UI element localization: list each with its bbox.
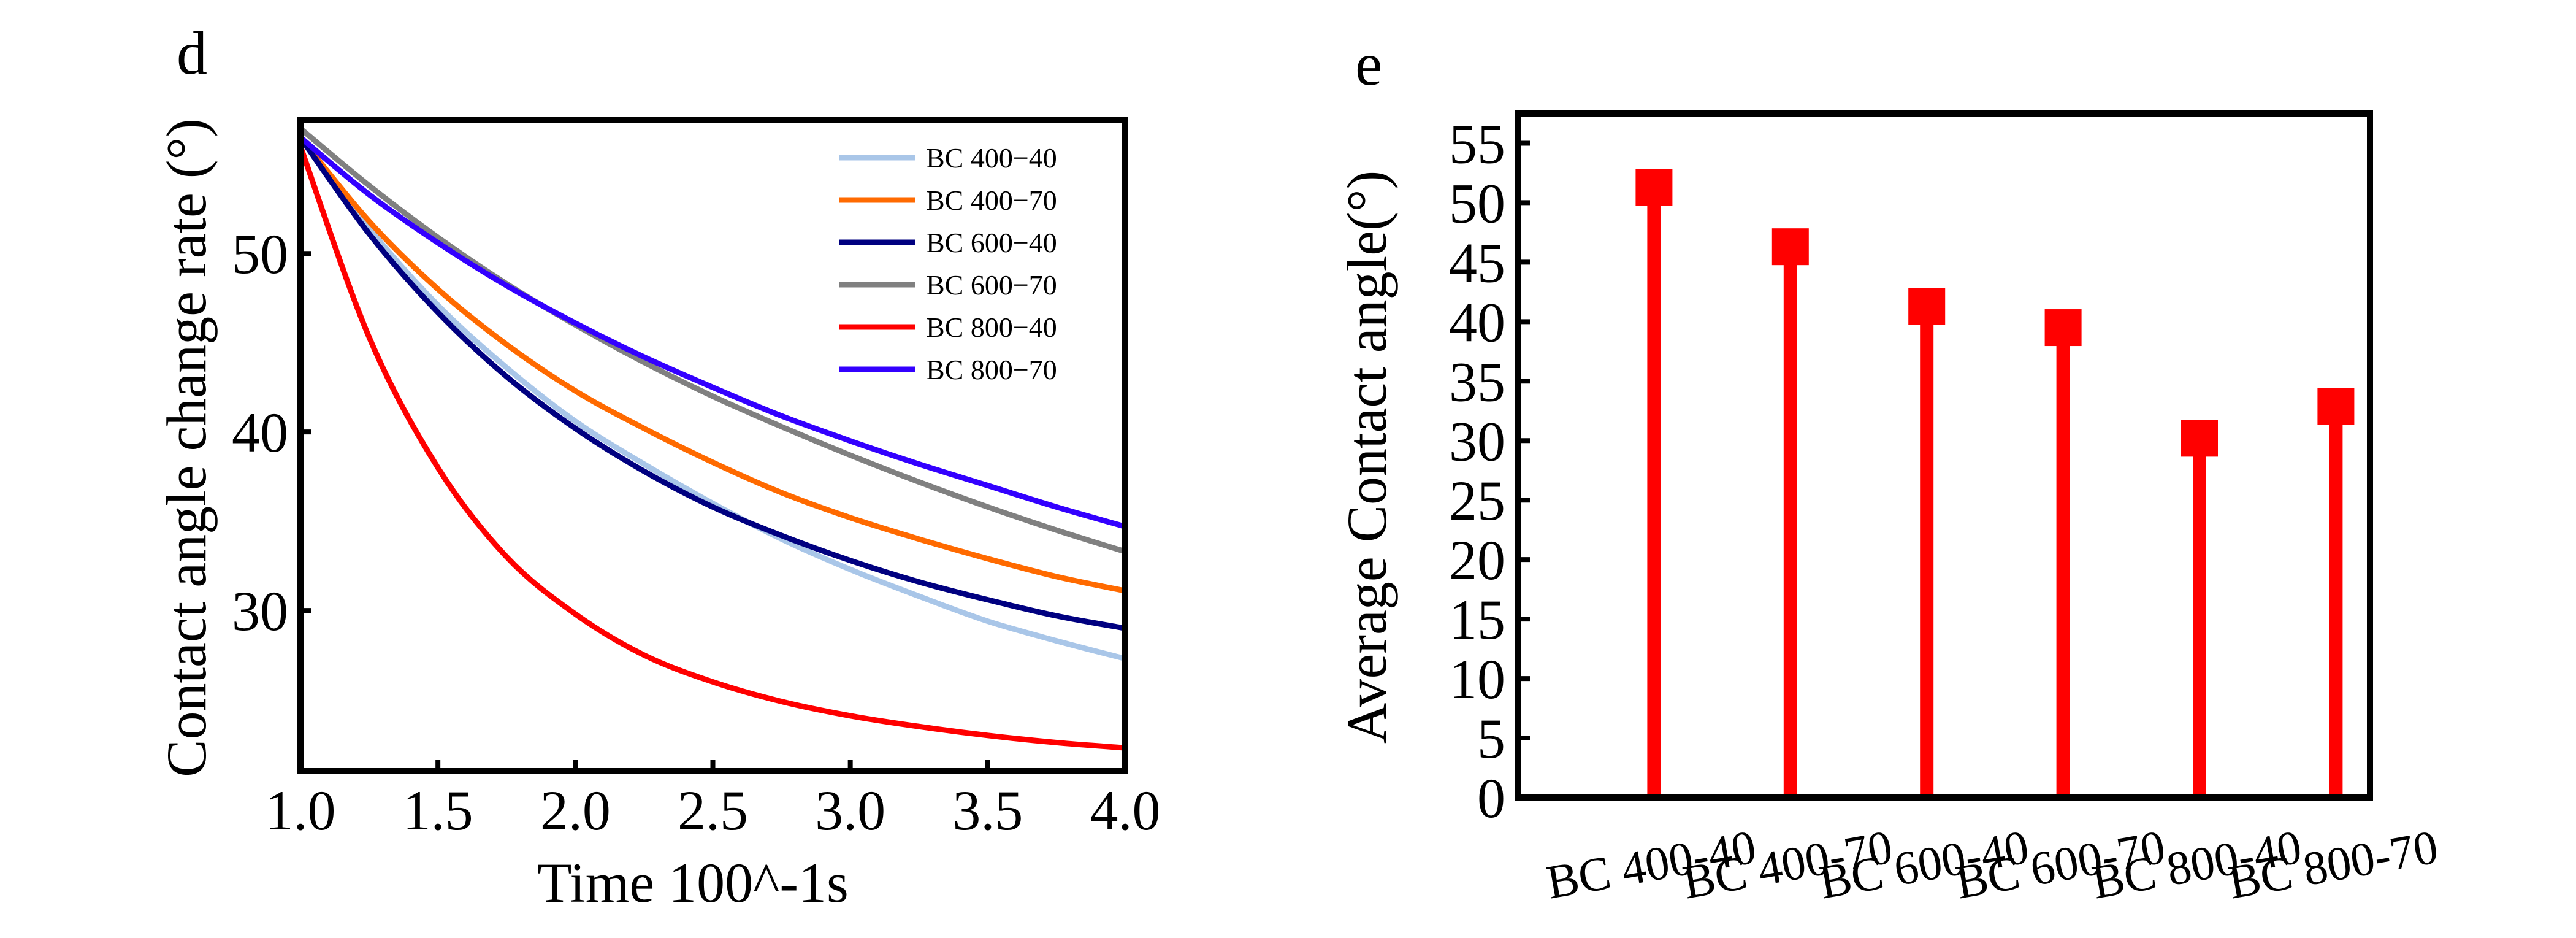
legend-label: BC 600−40 — [926, 227, 1057, 258]
series-line-400-70 — [297, 134, 1128, 594]
series-line-600-70 — [297, 126, 1128, 555]
x-tick-label: 3.5 — [952, 779, 1023, 842]
series-line-400-40 — [297, 134, 1128, 662]
legend-entry-bc-400-40: BC 400−40 — [839, 142, 1057, 174]
legend-label: BC 800−40 — [926, 312, 1057, 343]
y-tick-label: 15 — [1449, 588, 1505, 651]
panel-d-letter: d — [177, 19, 207, 87]
y-tick-label: 20 — [1449, 529, 1505, 591]
panel-d-lines — [297, 126, 1128, 751]
y-tick-label: 0 — [1477, 767, 1505, 829]
panel-e-bars — [1635, 169, 2355, 798]
series-line-800-70 — [297, 134, 1128, 529]
series-line-800-40 — [297, 144, 1128, 751]
x-tick-label: 4.0 — [1090, 779, 1161, 842]
panel-e-y-axis-label: Average Contact angle(°) — [1336, 171, 1398, 744]
series-line-600-40 — [297, 134, 1128, 631]
y-tick-label: 10 — [1449, 648, 1505, 710]
bar-marker — [2317, 388, 2355, 425]
legend-entry-bc-600-40: BC 600−40 — [839, 227, 1057, 258]
bar-marker — [1635, 169, 1673, 206]
y-tick-label: 40 — [232, 401, 288, 464]
bar-marker — [1908, 288, 1946, 325]
y-tick-label: 45 — [1449, 231, 1505, 294]
panel-e-letter: e — [1355, 30, 1382, 98]
x-tick-label: 2.5 — [678, 779, 748, 842]
panel-d-legend: BC 400−40 BC 400−70 BC 600−40 BC 600−70 … — [839, 142, 1057, 385]
y-tick-label: 50 — [232, 223, 288, 285]
y-tick-label: 30 — [1449, 410, 1505, 472]
legend-entry-bc-800-70: BC 800−70 — [839, 354, 1057, 385]
y-tick-label: 50 — [1449, 172, 1505, 234]
legend-entry-bc-600-70: BC 600−70 — [839, 269, 1057, 301]
panel-d: d 1.0 1.5 2.0 2.5 3.0 3.5 4.0 30 40 50 Time 100^… — [155, 19, 1161, 914]
panel-d-y-axis-label: Contact angle change rate (°) — [155, 118, 218, 777]
legend-label: BC 400−40 — [926, 142, 1057, 174]
legend-entry-bc-800-40: BC 800−40 — [839, 312, 1057, 343]
panel-d-x-axis-label: Time 100^-1s — [537, 852, 849, 914]
legend-entry-bc-400-70: BC 400−70 — [839, 185, 1057, 216]
y-tick-label: 30 — [232, 580, 288, 642]
y-tick-label: 25 — [1449, 469, 1505, 532]
x-tick-label: 3.0 — [815, 779, 885, 842]
y-tick-label: 5 — [1477, 707, 1505, 770]
bar-marker — [2181, 420, 2218, 457]
panel-d-x-ticks: 1.0 1.5 2.0 2.5 3.0 3.5 4.0 — [266, 760, 1161, 842]
x-tick-label: 1.5 — [403, 779, 473, 842]
legend-label: BC 800−70 — [926, 354, 1057, 385]
y-tick-label: 40 — [1449, 291, 1505, 353]
bar-marker — [2044, 309, 2082, 347]
y-tick-label: 35 — [1449, 350, 1505, 413]
legend-label: BC 600−70 — [926, 269, 1057, 301]
panel-e-plot-frame — [1515, 110, 2373, 801]
legend-label: BC 400−70 — [926, 185, 1057, 216]
y-tick-label: 55 — [1449, 112, 1505, 175]
panel-d-y-ticks: 30 40 50 — [232, 223, 311, 642]
x-tick-label: 1.0 — [266, 779, 336, 842]
bar-marker — [1771, 228, 1809, 266]
x-tick-label: 2.0 — [540, 779, 611, 842]
